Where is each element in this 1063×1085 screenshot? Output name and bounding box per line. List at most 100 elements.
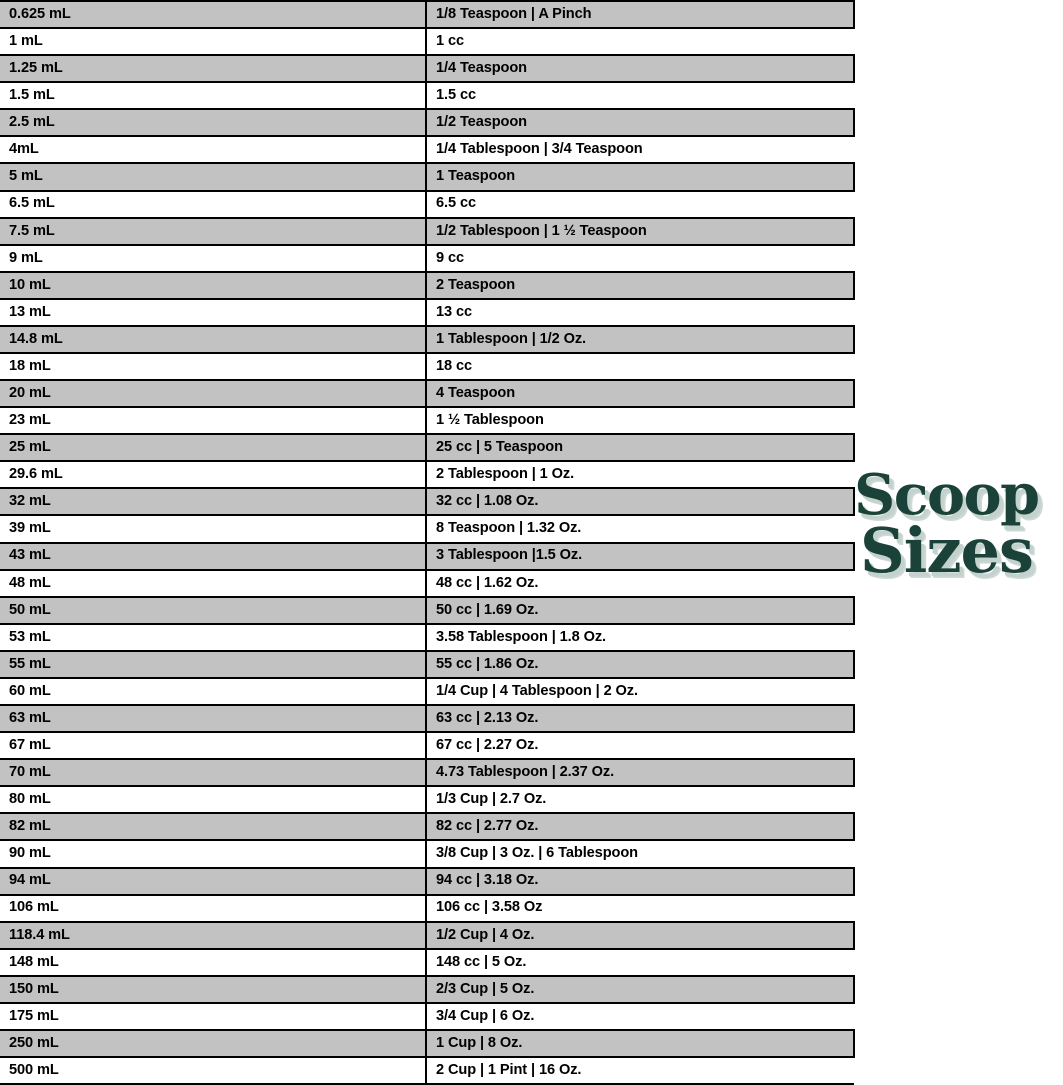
cell-equivalent: 2 Teaspoon <box>426 270 855 300</box>
cell-equivalent: 3.58 Tablespoon | 1.8 Oz. <box>426 622 854 652</box>
cell-milliliters: 80 mL <box>0 785 427 815</box>
cell-milliliters: 10 mL <box>0 270 427 300</box>
cell-milliliters: 63 mL <box>0 704 427 734</box>
cell-milliliters: 39 mL <box>0 514 427 544</box>
cell-equivalent: 94 cc | 3.18 Oz. <box>426 866 855 896</box>
cell-equivalent: 1 Cup | 8 Oz. <box>426 1028 855 1059</box>
cell-milliliters: 48 mL <box>0 568 427 598</box>
cell-equivalent: 55 cc | 1.86 Oz. <box>426 649 855 679</box>
cell-equivalent: 3/4 Cup | 6 Oz. <box>426 1001 854 1031</box>
table-row: 18 mL 18 cc <box>0 352 854 382</box>
conversion-table-body: 0.625 mL 1/8 Teaspoon | A Pinch 1 mL 1 cc 1.… <box>0 0 855 1085</box>
table-row: 82 mL 82 cc | 2.77 Oz. <box>0 812 855 842</box>
cell-milliliters: 1 mL <box>0 27 427 57</box>
table-row: 13 mL 13 cc <box>0 297 854 327</box>
cell-equivalent: 1/4 Tablespoon | 3/4 Teaspoon <box>426 135 854 165</box>
cell-equivalent: 13 cc <box>426 297 854 327</box>
cell-milliliters: 55 mL <box>0 649 427 679</box>
table-row: 48 mL 48 cc | 1.62 Oz. <box>0 568 854 598</box>
cell-equivalent: 1/2 Teaspoon <box>426 108 855 138</box>
table-row: 67 mL 67 cc | 2.27 Oz. <box>0 731 854 761</box>
table-row: 90 mL 3/8 Cup | 3 Oz. | 6 Tablespoon <box>0 839 854 869</box>
cell-equivalent: 2 Cup | 1 Pint | 16 Oz. <box>426 1056 854 1085</box>
cell-equivalent: 1 ½ Tablespoon <box>426 406 854 436</box>
cell-milliliters: 7.5 mL <box>0 216 427 246</box>
cell-milliliters: 53 mL <box>0 622 427 652</box>
table-row: 9 mL 9 cc <box>0 243 854 273</box>
table-row: 2.5 mL 1/2 Teaspoon <box>0 108 855 138</box>
cell-equivalent: 1 cc <box>426 27 854 57</box>
cell-milliliters: 60 mL <box>0 676 427 707</box>
scoop-size-conversion-table: 0.625 mL 1/8 Teaspoon | A Pinch 1 mL 1 cc 1.… <box>0 0 855 1085</box>
cell-milliliters: 23 mL <box>0 406 427 436</box>
logo-line-sizes: Sizes <box>860 513 1034 587</box>
cell-equivalent: 82 cc | 2.77 Oz. <box>426 812 855 842</box>
cell-milliliters: 9 mL <box>0 243 427 273</box>
cell-equivalent: 48 cc | 1.62 Oz. <box>426 568 854 598</box>
table-row: 80 mL 1/3 Cup | 2.7 Oz. <box>0 785 854 815</box>
cell-milliliters: 500 mL <box>0 1056 427 1085</box>
table-row: 1.25 mL 1/4 Teaspoon <box>0 54 855 84</box>
table-row: 148 mL 148 cc | 5 Oz. <box>0 947 854 977</box>
cell-equivalent: 4.73 Tablespoon | 2.37 Oz. <box>426 758 855 788</box>
cell-equivalent: 1/4 Teaspoon <box>426 54 855 84</box>
cell-equivalent: 4 Teaspoon <box>426 379 855 409</box>
cell-milliliters: 29.6 mL <box>0 460 427 490</box>
logo-line-scoop: Scoop <box>854 462 1040 528</box>
table-row: 60 mL 1/4 Cup | 4 Tablespoon | 2 Oz. <box>0 676 854 707</box>
cell-milliliters: 118.4 mL <box>0 920 427 950</box>
cell-milliliters: 25 mL <box>0 433 427 463</box>
table-row: 6.5 mL 6.5 cc <box>0 189 854 219</box>
cell-milliliters: 82 mL <box>0 812 427 842</box>
table-row: 0.625 mL 1/8 Teaspoon | A Pinch <box>0 0 855 30</box>
cell-equivalent: 3 Tablespoon |1.5 Oz. <box>426 541 855 571</box>
cell-equivalent: 8 Teaspoon | 1.32 Oz. <box>426 514 854 544</box>
table-row: 4mL 1/4 Tablespoon | 3/4 Teaspoon <box>0 135 854 165</box>
table-row: 250 mL 1 Cup | 8 Oz. <box>0 1028 855 1059</box>
table-row: 14.8 mL 1 Tablespoon | 1/2 Oz. <box>0 324 855 355</box>
cell-milliliters: 94 mL <box>0 866 427 896</box>
cell-milliliters: 106 mL <box>0 893 427 923</box>
cell-milliliters: 1.25 mL <box>0 54 427 84</box>
table-row: 70 mL 4.73 Tablespoon | 2.37 Oz. <box>0 758 855 788</box>
cell-milliliters: 90 mL <box>0 839 427 869</box>
table-row: 23 mL 1 ½ Tablespoon <box>0 406 854 436</box>
cell-milliliters: 2.5 mL <box>0 108 427 138</box>
cell-equivalent: 148 cc | 5 Oz. <box>426 947 854 977</box>
cell-milliliters: 13 mL <box>0 297 427 327</box>
table-row: 1.5 mL 1.5 cc <box>0 81 854 111</box>
table-row: 500 mL 2 Cup | 1 Pint | 16 Oz. <box>0 1056 854 1085</box>
table-row: 150 mL 2/3 Cup | 5 Oz. <box>0 974 855 1004</box>
cell-milliliters: 14.8 mL <box>0 324 427 355</box>
cell-milliliters: 148 mL <box>0 947 427 977</box>
cell-equivalent: 9 cc <box>426 243 854 273</box>
cell-equivalent: 67 cc | 2.27 Oz. <box>426 731 854 761</box>
cell-equivalent: 106 cc | 3.58 Oz <box>426 893 854 923</box>
cell-equivalent: 6.5 cc <box>426 189 854 219</box>
cell-milliliters: 20 mL <box>0 379 427 409</box>
cell-equivalent: 18 cc <box>426 352 854 382</box>
cell-equivalent: 32 cc | 1.08 Oz. <box>426 487 855 517</box>
cell-milliliters: 6.5 mL <box>0 189 427 219</box>
cell-milliliters: 150 mL <box>0 974 427 1004</box>
cell-milliliters: 32 mL <box>0 487 427 517</box>
cell-milliliters: 250 mL <box>0 1028 427 1059</box>
cell-equivalent: 1.5 cc <box>426 81 854 111</box>
cell-equivalent: 63 cc | 2.13 Oz. <box>426 704 855 734</box>
table-row: 106 mL 106 cc | 3.58 Oz <box>0 893 854 923</box>
table-row: 53 mL 3.58 Tablespoon | 1.8 Oz. <box>0 622 854 652</box>
cell-equivalent: 2/3 Cup | 5 Oz. <box>426 974 855 1004</box>
cell-equivalent: 2 Tablespoon | 1 Oz. <box>426 460 854 490</box>
cell-equivalent: 1/2 Cup | 4 Oz. <box>426 920 855 950</box>
cell-milliliters: 43 mL <box>0 541 427 571</box>
table-row: 55 mL 55 cc | 1.86 Oz. <box>0 649 855 679</box>
table-row: 25 mL 25 cc | 5 Teaspoon <box>0 433 855 463</box>
cell-equivalent: 1/3 Cup | 2.7 Oz. <box>426 785 854 815</box>
table-row: 7.5 mL 1/2 Tablespoon | 1 ½ Teaspoon <box>0 216 855 246</box>
cell-equivalent: 1 Teaspoon <box>426 162 855 192</box>
table-row: 20 mL 4 Teaspoon <box>0 379 855 409</box>
cell-equivalent: 50 cc | 1.69 Oz. <box>426 595 855 625</box>
table-row: 94 mL 94 cc | 3.18 Oz. <box>0 866 855 896</box>
cell-equivalent: 1 Tablespoon | 1/2 Oz. <box>426 324 855 355</box>
cell-milliliters: 18 mL <box>0 352 427 382</box>
